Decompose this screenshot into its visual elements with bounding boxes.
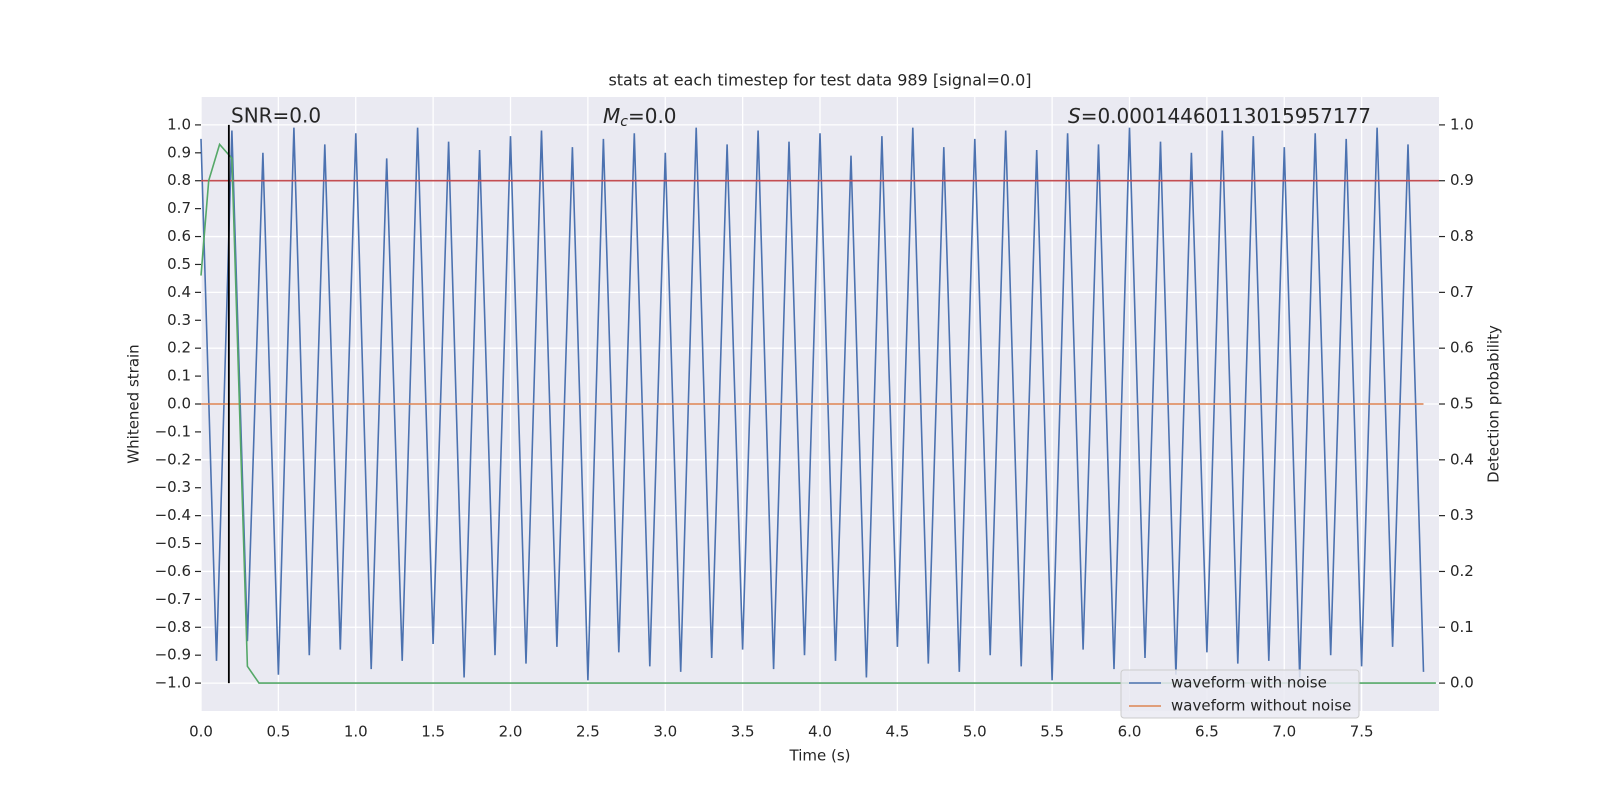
y2-tick-label: 0.0 [1450,674,1474,692]
x-tick-label: 7.0 [1272,723,1296,741]
score-symbol: S [1068,104,1081,128]
x-tick-label: 0.5 [266,723,290,741]
y-tick-label: −0.9 [155,646,191,664]
legend: waveform with noise waveform without nois… [1120,669,1360,719]
x-tick-label: 7.5 [1350,723,1374,741]
legend-box [1120,669,1360,719]
x-tick-label: 3.5 [731,723,755,741]
score-value: =0.00014460113015957177 [1081,104,1371,128]
legend-label: waveform without noise [1171,697,1351,715]
y-tick-label: 0.6 [167,227,191,245]
y-tick-label: 0.3 [167,311,191,329]
y2-tick-label: 0.2 [1450,562,1474,580]
y2-tick-label: 0.7 [1450,283,1474,301]
y2-tick-label: 0.6 [1450,339,1474,357]
y2-tick-label: 0.8 [1450,227,1474,245]
y-tick-label: 0.5 [167,255,191,273]
y2-tick-label: 0.3 [1450,506,1474,524]
marks [200,124,1439,684]
y-tick-label: −0.7 [155,590,191,608]
x-tick-label: 1.0 [344,723,368,741]
y-tick-label: 0.0 [167,395,191,413]
y-tick-label: −0.4 [155,506,191,524]
y-tick-label: 0.1 [167,367,191,385]
y-tick-label: 0.2 [167,339,191,357]
y2-tick-label: 1.0 [1450,115,1474,133]
y-tick-label: −0.8 [155,618,191,636]
y2-tick-label: 0.4 [1450,450,1474,468]
y-tick-label: −0.5 [155,534,191,552]
x-tick-label: 3.0 [653,723,677,741]
detection-probability-line [200,142,1436,684]
y-tick-label: 0.7 [167,199,191,217]
x-axis-label: Time (s) [789,747,851,765]
x-tick-label: 6.5 [1195,723,1219,741]
y2-tick-label: 0.9 [1450,171,1474,189]
y-tick-label: −0.1 [155,422,191,440]
x-tick-label: 5.5 [1040,723,1064,741]
y-tick-label: 0.8 [167,171,191,189]
x-tick-label: 4.0 [808,723,832,741]
y-tick-label: 1.0 [167,115,191,133]
chirp-mass-value: =0.0 [628,104,677,128]
x-tick-label: 2.5 [576,723,600,741]
y2-tick-label: 0.1 [1450,618,1474,636]
y2-tick-label: 0.5 [1450,395,1474,413]
chirp-mass-symbol: M [603,104,620,128]
x-tick-label: 1.5 [421,723,445,741]
y2-axis-label: Detection probability [1485,325,1503,483]
y-tick-label: 0.9 [167,143,191,161]
legend-label: waveform with noise [1171,674,1327,692]
series-line [200,127,1425,681]
chirp-mass-subscript: c [620,114,628,130]
chirp-mass-annotation: Mc=0.0 [603,104,677,131]
y-tick-label: 0.4 [167,283,191,301]
x-tick-label: 6.0 [1118,723,1142,741]
y-tick-label: −0.2 [155,450,191,468]
y-tick-label: −0.6 [155,562,191,580]
y-axis-label: Whitened strain [125,344,143,463]
y-tick-label: −0.3 [155,478,191,496]
snr-annotation: SNR=0.0 [231,104,321,128]
score-annotation: S=0.00014460113015957177 [1068,104,1371,128]
x-tick-label: 5.0 [963,723,987,741]
x-tick-label: 2.0 [499,723,523,741]
x-tick-label: 0.0 [189,723,213,741]
x-tick-label: 4.5 [885,723,909,741]
y-tick-label: −1.0 [155,674,191,692]
chart-title: stats at each timestep for test data 989… [608,71,1031,90]
